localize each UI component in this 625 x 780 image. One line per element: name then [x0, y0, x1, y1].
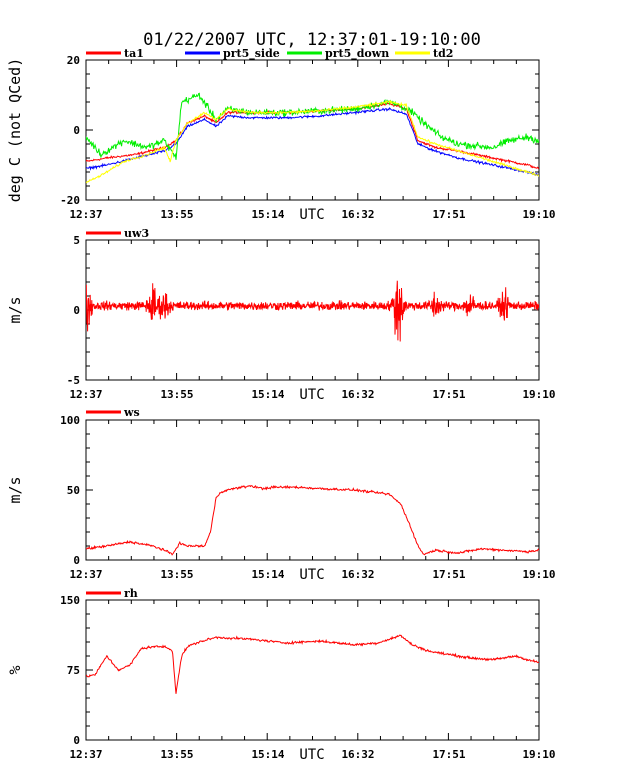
y-axis-label: % — [6, 665, 24, 674]
y-axis-label: m/s — [6, 476, 24, 503]
panel-2: -5 0 5 12:37 13:55 15:14 16:32 17:51 19:10 UTC m/s… — [6, 227, 556, 403]
panel-4: 0 75 150 12:37 13:55 15:14 16:32 17:51 19:10 UTC%… — [6, 587, 556, 763]
panel-1: -20 0 20 12:37 13:55 15:14 16:32 17:51 19:10 UTC d… — [6, 47, 556, 223]
y-tick-label: 0 — [73, 734, 80, 747]
y-tick-label: 0 — [73, 124, 80, 137]
y-tick-label: 0 — [73, 304, 80, 317]
panel-3: 0 50 100 12:37 13:55 15:14 16:32 17:51 19:10 UTC m… — [6, 406, 556, 583]
x-tick-label: 17:51 — [432, 568, 465, 581]
x-tick-label: 16:32 — [341, 748, 374, 761]
x-tick-label: 15:14 — [251, 748, 284, 761]
y-axis-label: deg C (not QCed) — [6, 58, 24, 203]
x-tick-label: 12:37 — [69, 568, 102, 581]
legend-label-prt5_side: prt5_side — [223, 47, 280, 61]
series-line-ta1 — [86, 102, 539, 170]
legend-label-uw3: uw3 — [124, 227, 149, 240]
x-tick-label: 16:32 — [341, 568, 374, 581]
x-tick-label: 13:55 — [160, 748, 193, 761]
x-tick-label: 15:14 — [251, 208, 284, 221]
x-tick-label: 13:55 — [160, 568, 193, 581]
y-tick-label: -20 — [60, 194, 80, 207]
chart-panels: -20 0 20 12:37 13:55 15:14 16:32 17:51 19:10 UTC d… — [6, 47, 556, 763]
x-tick-label: 13:55 — [160, 388, 193, 401]
x-tick-label: 15:14 — [251, 568, 284, 581]
series-line-ws — [86, 484, 539, 556]
x-tick-label: 12:37 — [69, 208, 102, 221]
y-tick-label: 150 — [60, 594, 80, 607]
plot-frame — [85, 599, 540, 741]
x-tick-label: 19:10 — [522, 748, 555, 761]
series-line-uw3 — [86, 280, 539, 342]
x-tick-label: 15:14 — [251, 388, 284, 401]
y-tick-label: 75 — [67, 664, 80, 677]
x-tick-label: 19:10 — [522, 208, 555, 221]
x-tick-label: 19:10 — [522, 388, 555, 401]
legend-label-ws: ws — [123, 406, 140, 419]
x-unit-label: UTC — [299, 387, 324, 403]
y-tick-label: 100 — [60, 414, 80, 427]
y-tick-label: -5 — [67, 374, 80, 387]
x-tick-label: 12:37 — [69, 388, 102, 401]
x-tick-label: 16:32 — [341, 208, 374, 221]
plot-frame — [85, 419, 540, 561]
x-unit-label: UTC — [299, 567, 324, 583]
x-tick-label: 13:55 — [160, 208, 193, 221]
y-tick-label: 50 — [67, 484, 80, 497]
legend-label-ta1: ta1 — [124, 47, 144, 60]
x-tick-label: 16:32 — [341, 388, 374, 401]
legend-label-rh: rh — [124, 587, 138, 600]
y-tick-label: 0 — [73, 554, 80, 567]
y-tick-label: 20 — [67, 54, 80, 67]
x-unit-label: UTC — [299, 207, 324, 223]
legend-label-prt5_down: prt5_down — [325, 47, 389, 61]
y-axis-label: m/s — [6, 296, 24, 323]
x-tick-label: 12:37 — [69, 748, 102, 761]
x-unit-label: UTC — [299, 747, 324, 763]
chart-title: 01/22/2007 UTC, 12:37:01-19:10:00 — [143, 30, 481, 50]
series-line-td2 — [86, 100, 539, 184]
y-tick-label: 5 — [73, 234, 80, 247]
x-tick-label: 17:51 — [432, 388, 465, 401]
series-line-rh — [86, 634, 539, 694]
x-tick-label: 17:51 — [432, 208, 465, 221]
x-tick-label: 17:51 — [432, 748, 465, 761]
legend-label-td2: td2 — [433, 47, 453, 60]
series-line-prt5_side — [86, 107, 539, 177]
x-tick-label: 19:10 — [522, 568, 555, 581]
plot-frame — [85, 59, 540, 201]
